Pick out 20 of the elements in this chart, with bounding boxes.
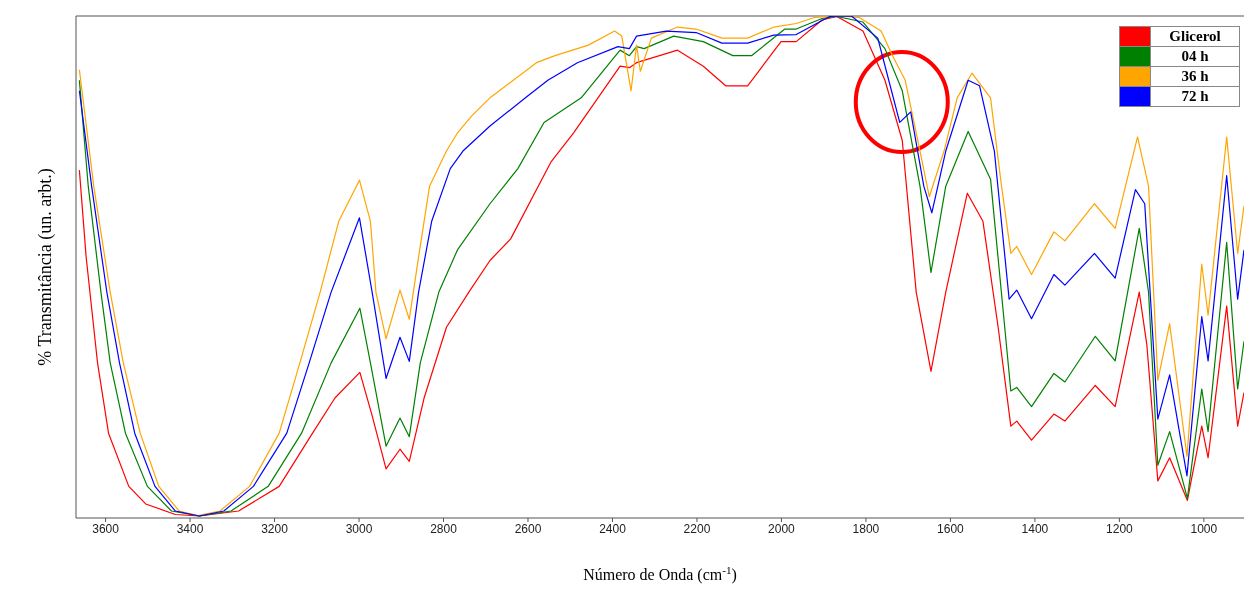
x-tick-label: 1800 xyxy=(852,521,880,536)
x-tick-label: 2400 xyxy=(599,521,627,536)
x-axis-title: Número de Onda (cm$^{-1}$) xyxy=(583,564,737,584)
legend-label: 72 h xyxy=(1150,86,1240,107)
x-tick-label: 2200 xyxy=(683,521,711,536)
x-tick-label: 1400 xyxy=(1021,521,1049,536)
x-tick-label: 2000 xyxy=(768,521,796,536)
x-tick-label: 3400 xyxy=(176,521,204,536)
x-tick-label: 1200 xyxy=(1106,521,1134,536)
x-tick-label: 1000 xyxy=(1190,521,1218,536)
x-tick-label: 3600 xyxy=(92,521,120,536)
legend-label: 36 h xyxy=(1150,66,1240,87)
legend-label: Glicerol xyxy=(1150,26,1240,47)
x-tick-label: 2600 xyxy=(514,521,542,536)
y-axis-title: % Transmitância (un. arbt.) xyxy=(35,168,56,366)
x-tick-label: 1600 xyxy=(937,521,965,536)
x-tick-label: 3000 xyxy=(345,521,373,536)
legend-label: 04 h xyxy=(1150,46,1240,67)
x-tick-label: 3200 xyxy=(261,521,289,536)
x-tick-label: 2800 xyxy=(430,521,458,536)
